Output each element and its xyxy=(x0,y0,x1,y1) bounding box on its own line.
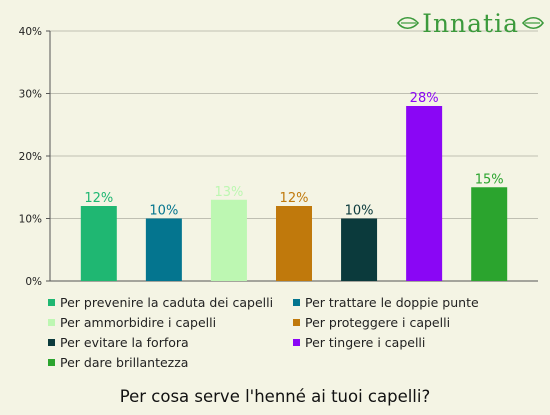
y-tick-labels: 0% 10% 20% 30% 40% xyxy=(19,26,42,288)
logo-text: Innatia xyxy=(422,8,519,38)
legend-swatch xyxy=(293,338,300,346)
data-label: 10% xyxy=(345,204,374,219)
legend-label: Per tingere i capelli xyxy=(305,334,426,350)
data-label: 12% xyxy=(84,191,113,206)
bar xyxy=(210,199,247,281)
bars xyxy=(80,106,508,281)
bar xyxy=(276,206,312,281)
legend-swatch xyxy=(48,298,55,306)
legend-label: Per evitare la forfora xyxy=(60,334,189,350)
bar xyxy=(80,206,117,281)
legend-swatch xyxy=(48,338,55,346)
legend-item: Per evitare la forfora xyxy=(48,334,293,350)
legend-swatch xyxy=(48,318,55,326)
chart-legend: Per prevenire la caduta dei capelli Per t… xyxy=(48,294,528,370)
legend-swatch xyxy=(293,318,300,326)
y-tick-label: 20% xyxy=(19,151,42,163)
data-labels: 12% 10% 13% 12% 10% 28% 15% xyxy=(84,91,503,219)
innatia-logo: Innatia xyxy=(397,8,544,38)
legend-label: Per proteggere i capelli xyxy=(305,314,451,330)
chart-title: Per cosa serve l'henné ai tuoi capelli? xyxy=(119,387,431,406)
legend-label: Per prevenire la caduta dei capelli xyxy=(60,294,274,310)
bar xyxy=(406,106,443,281)
legend-item: Per prevenire la caduta dei capelli xyxy=(48,294,293,310)
data-label: 10% xyxy=(149,204,178,219)
leaf-ornament-icon xyxy=(522,16,544,30)
legend-label: Per ammorbidire i capelli xyxy=(60,314,217,330)
bar-chart: 0% 10% 20% 30% 40% 12% 10% 13% 12% 10% 28% 15% xyxy=(19,26,538,288)
data-label: 12% xyxy=(280,191,309,206)
leaf-ornament-icon xyxy=(397,16,420,30)
y-tick-label: 0% xyxy=(25,276,42,288)
data-label: 28% xyxy=(410,91,439,106)
legend-item: Per ammorbidire i capelli xyxy=(48,314,293,330)
legend-label: Per trattare le doppie punte xyxy=(305,294,479,310)
bar xyxy=(145,218,182,281)
legend-item: Per trattare le doppie punte xyxy=(293,294,528,310)
y-tick-label: 10% xyxy=(19,214,42,226)
y-tick-label: 40% xyxy=(19,26,42,38)
legend-item: Per tingere i capelli xyxy=(293,334,528,350)
y-tick-label: 30% xyxy=(19,89,42,101)
data-label: 15% xyxy=(475,172,504,187)
legend-swatch xyxy=(48,358,55,366)
legend-item: Per dare brillantezza xyxy=(48,354,293,370)
legend-item: Per proteggere i capelli xyxy=(293,314,528,330)
legend-swatch xyxy=(293,298,300,306)
legend-label: Per dare brillantezza xyxy=(60,354,189,370)
bar xyxy=(471,187,508,281)
data-label: 13% xyxy=(214,185,243,200)
bar xyxy=(341,218,378,281)
